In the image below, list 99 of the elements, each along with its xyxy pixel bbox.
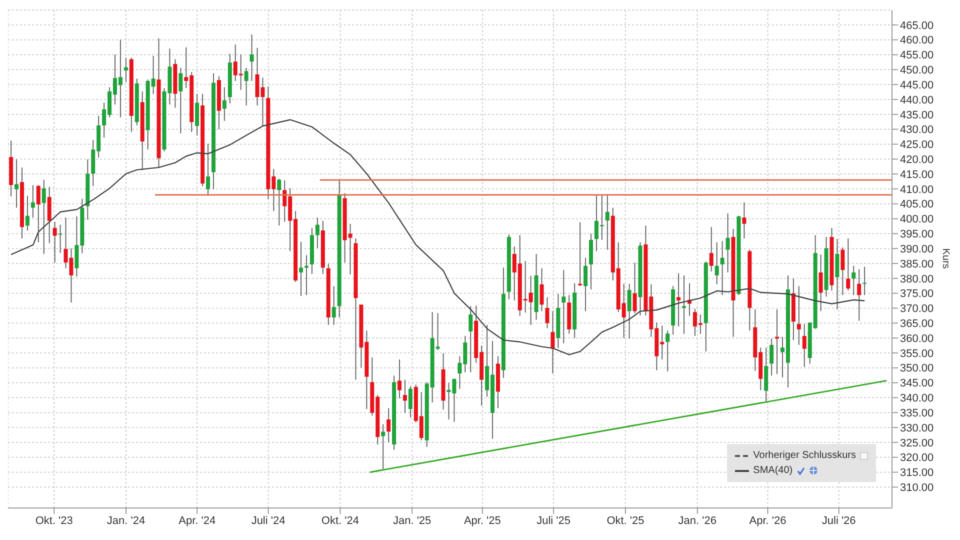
candlestick [244, 67, 248, 106]
candlestick [250, 34, 254, 82]
x-tick-label: Juli '24 [251, 514, 286, 527]
y-tick-label: 435.00 [900, 109, 934, 122]
candlestick [862, 266, 867, 296]
candlestick [632, 262, 637, 314]
y-tick-label: 330.00 [900, 422, 934, 434]
y-tick-label: 335.00 [900, 407, 934, 420]
candlestick [562, 270, 566, 344]
candlestick [178, 67, 183, 134]
candlestick [206, 143, 210, 196]
candlestick [540, 268, 544, 312]
y-tick-label: 400.00 [900, 214, 934, 226]
x-tick-label: Okt. '25 [606, 514, 644, 527]
candlestick [545, 296, 550, 329]
candlestick [550, 310, 555, 374]
x-tick-label: Apr. '25 [464, 514, 501, 527]
candlestick [402, 379, 407, 414]
candlestick [315, 217, 320, 248]
candlestick [714, 242, 719, 285]
y-tick-label: 315.00 [900, 467, 934, 480]
y-tick-label: 350.00 [900, 362, 934, 375]
y-tick-label: 440.00 [900, 94, 934, 106]
y-tick-label: 390.00 [900, 243, 934, 256]
y-tick-label: 365.00 [900, 318, 934, 330]
candlestick [852, 265, 856, 296]
candlestick [299, 241, 304, 296]
x-tick-label: Juli '26 [822, 514, 856, 527]
candlestick [277, 178, 282, 226]
candlestick [408, 386, 412, 418]
candlestick [468, 306, 473, 373]
y-tick-label: 465.00 [900, 20, 934, 32]
candlestick [840, 246, 845, 296]
candlestick [124, 57, 128, 82]
y-tick-label: 450.00 [900, 64, 934, 77]
y-tick-label: 310.00 [900, 482, 934, 494]
y-tick-label: 445.00 [900, 79, 934, 92]
candlestick [42, 179, 46, 254]
y-tick-label: 430.00 [900, 124, 934, 136]
x-tick-label: Juli '25 [536, 514, 571, 527]
y-tick-label: 410.00 [900, 184, 934, 196]
candlestick [726, 212, 730, 273]
x-tick-label: Okt. '23 [35, 514, 73, 527]
y-tick-label: 380.00 [900, 273, 934, 286]
candlestick [709, 226, 714, 272]
candlestick [25, 195, 30, 232]
candlestick [52, 221, 57, 264]
y-tick-label: 360.00 [900, 332, 934, 345]
candlestick [14, 158, 19, 208]
y-tick-label: 325.00 [900, 437, 934, 450]
candlestick [835, 238, 840, 310]
line-series [10, 119, 866, 356]
candlestick [818, 254, 823, 312]
candlestick [332, 286, 336, 326]
annotation: Vorheriger Schlusskurs [753, 449, 856, 463]
candlestick [30, 184, 35, 218]
y-tick-label: 340.00 [900, 392, 934, 405]
y-tick-label: 420.00 [900, 154, 934, 166]
y-tick-label: 385.00 [900, 258, 934, 270]
candlestick [386, 408, 391, 443]
y-tick-label: 375.00 [900, 288, 934, 300]
candlestick [857, 268, 862, 322]
y-tick-label: 345.00 [900, 378, 934, 390]
candlestick [802, 324, 806, 368]
y-tick-label: 370.00 [900, 303, 934, 316]
x-tick-label: Okt. '24 [321, 514, 359, 527]
candlestick [381, 424, 386, 471]
y-tick-label: 320.00 [900, 452, 934, 464]
candlestick [682, 274, 686, 334]
y-tick-label: 455.00 [900, 50, 934, 62]
candlestick [770, 338, 774, 376]
candlestick [742, 202, 746, 239]
candlestick [36, 184, 40, 243]
candlestick [676, 272, 681, 327]
legend-label: SMA(40) [753, 464, 793, 478]
candlestick [195, 93, 200, 136]
x-tick-label: Jan. '24 [106, 514, 146, 527]
x-tick-label: Apr. '26 [749, 514, 786, 527]
x-tick-label: Apr. '24 [178, 514, 216, 527]
candlestick [627, 283, 632, 340]
y-axis-title: Kurs [940, 248, 950, 268]
y-tick-label: 415.00 [900, 168, 934, 181]
candlestick [47, 186, 52, 244]
candlestick [720, 240, 724, 296]
candlestick [58, 224, 62, 254]
x-tick-label: Jan. '25 [393, 514, 432, 527]
y-tick-label: 395.00 [900, 228, 934, 241]
candlestick [796, 286, 801, 346]
candlestick [222, 86, 226, 122]
candlestick [666, 330, 670, 372]
candlestick [846, 238, 850, 292]
y-tick-label: 355.00 [900, 348, 934, 360]
candlestick [584, 257, 588, 312]
x-tick-label: Jan. '26 [678, 514, 716, 527]
y-tick-label: 425.00 [900, 139, 934, 152]
y-tick-label: 460.00 [900, 34, 934, 47]
candlestick [605, 194, 610, 250]
candlestick [398, 358, 402, 399]
y-tick-label: 405.00 [900, 198, 934, 211]
